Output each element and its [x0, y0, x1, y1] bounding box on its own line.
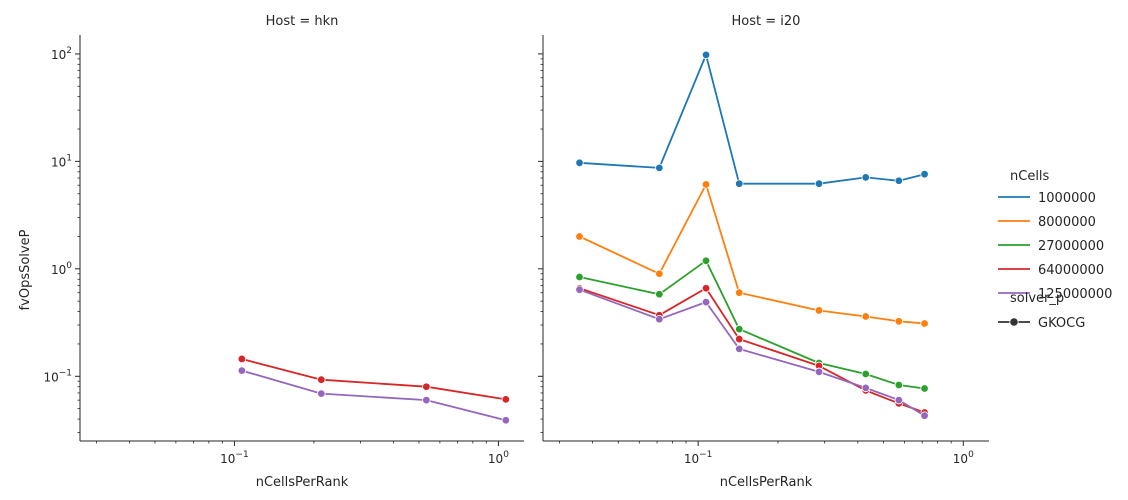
x-tick-label: 10−1 — [684, 450, 713, 466]
facet-right: Host = i20 nCellsPerRank 10−1 100 — [538, 14, 989, 490]
x-tick-label: 10−1 — [220, 450, 249, 466]
legend-style-marker — [1009, 317, 1019, 327]
data-point — [920, 169, 929, 179]
y-tick-label: 102 — [51, 46, 72, 62]
data-point — [861, 173, 870, 182]
series-line-125000000 — [241, 369, 507, 422]
data-point — [655, 290, 664, 299]
data-point — [501, 395, 511, 404]
data-point — [894, 380, 904, 390]
data-point — [701, 256, 711, 265]
data-point — [575, 158, 584, 168]
series-line-27000000 — [579, 259, 925, 390]
legend-style-title: solver_p — [1010, 291, 1064, 306]
data-point — [575, 285, 584, 294]
data-point — [655, 163, 664, 173]
data-point — [575, 232, 584, 241]
facet-left: Host = hkn fvOpsSolveP nCellsPerRank 10−… — [18, 14, 524, 490]
data-point — [814, 306, 824, 315]
legend-hue-items: 1000000 8000000 27000000 64000000 125000000 — [998, 191, 1112, 302]
series-line-1000000 — [579, 54, 925, 185]
data-point — [920, 319, 929, 328]
y-tick-label: 101 — [51, 153, 72, 169]
facet-title-left: Host = hkn — [266, 14, 339, 29]
legend: nCells 1000000 8000000 27000000 64000000 125… — [998, 169, 1112, 331]
data-point — [861, 383, 870, 393]
series-line-125000000 — [579, 288, 926, 417]
y-tick-label: 10−1 — [43, 368, 72, 384]
data-point — [422, 395, 431, 405]
data-point — [655, 269, 664, 278]
axis-ticks-right: 10−1 100 — [538, 53, 974, 466]
legend-label: 27000000 — [1038, 239, 1104, 254]
data-point — [735, 334, 744, 344]
x-axis-label-right: nCellsPerRank — [720, 475, 813, 490]
data-point — [701, 284, 711, 293]
facet-title-right: Host = i20 — [732, 14, 801, 29]
plot-area-left — [237, 354, 511, 425]
data-point — [861, 312, 870, 321]
data-point — [735, 344, 744, 354]
data-point — [735, 179, 744, 188]
data-point — [861, 369, 870, 379]
data-point — [655, 314, 664, 324]
data-point — [894, 395, 904, 405]
data-point — [920, 384, 929, 393]
data-point — [237, 354, 247, 364]
legend-label: 8000000 — [1038, 215, 1096, 230]
series-line-64000000 — [579, 287, 925, 414]
data-point — [701, 297, 711, 307]
data-point — [814, 179, 824, 188]
legend-hue-title: nCells — [1010, 169, 1050, 184]
data-point — [920, 411, 929, 420]
data-point — [501, 416, 511, 425]
data-point — [814, 367, 824, 377]
data-point — [317, 375, 326, 384]
legend-style-label: GKOCG — [1038, 316, 1085, 331]
y-tick-label: 100 — [51, 261, 72, 277]
data-point — [701, 180, 711, 189]
data-point — [894, 176, 904, 185]
data-point — [894, 317, 904, 326]
data-point — [735, 288, 744, 297]
x-tick-label: 100 — [488, 450, 509, 466]
data-point — [735, 324, 744, 334]
data-point — [237, 366, 247, 375]
series-line-64000000 — [241, 358, 506, 401]
y-axis-label: fvOpsSolveP — [18, 229, 33, 310]
legend-label: 125000000 — [1038, 287, 1112, 302]
axis-ticks-left: 10−1 100 10−1 100 101 102 — [43, 46, 509, 466]
data-point — [575, 272, 584, 282]
plot-area-right — [575, 50, 929, 420]
legend-label: 64000000 — [1038, 263, 1104, 278]
data-point — [422, 382, 431, 391]
legend-label: 1000000 — [1038, 191, 1096, 206]
series-line-8000000 — [579, 183, 925, 325]
data-point — [701, 50, 711, 60]
x-axis-label-left: nCellsPerRank — [256, 475, 349, 490]
data-point — [317, 389, 326, 398]
x-tick-label: 100 — [953, 450, 974, 466]
